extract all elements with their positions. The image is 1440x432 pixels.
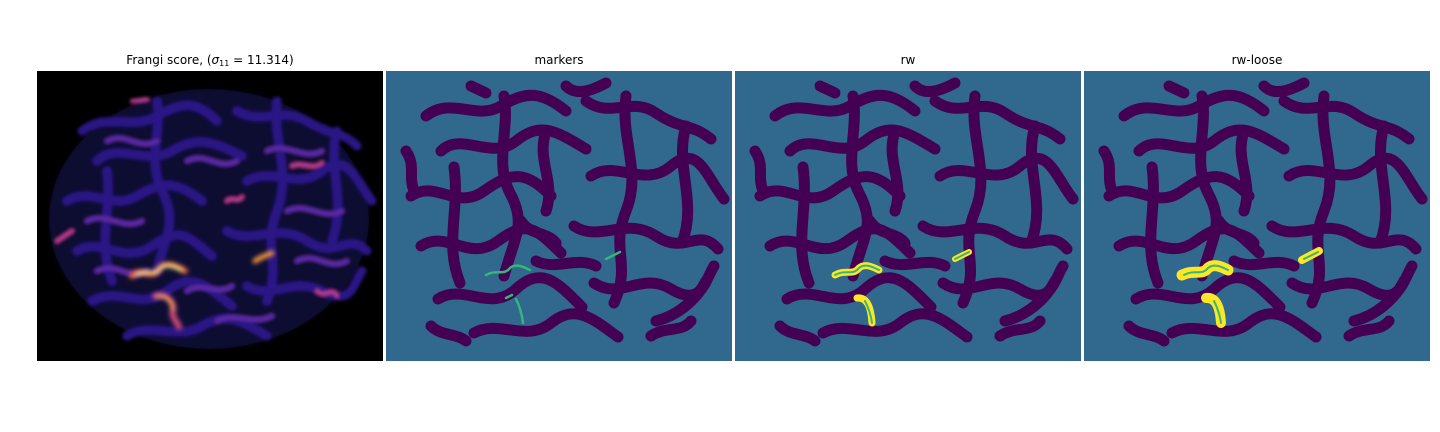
markers-image bbox=[386, 71, 732, 361]
markers-panel-title: markers bbox=[534, 53, 584, 67]
frangi-panel-title: Frangi score, (σ11 = 11.314) bbox=[126, 53, 294, 68]
rw-image bbox=[735, 71, 1081, 361]
rw-loose-image bbox=[1084, 71, 1430, 361]
frangi-score-image bbox=[37, 71, 383, 361]
rw-panel-title: rw bbox=[900, 53, 916, 67]
rw-loose-panel-title: rw-loose bbox=[1231, 53, 1283, 67]
